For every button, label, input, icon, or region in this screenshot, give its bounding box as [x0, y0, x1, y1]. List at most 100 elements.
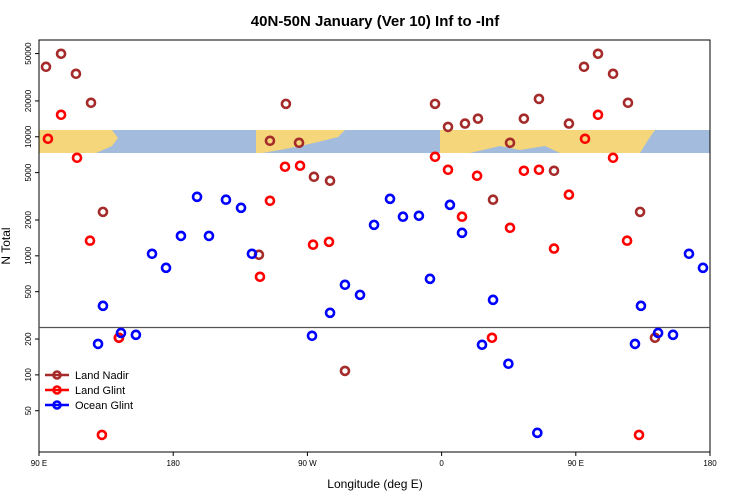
- point: [264, 195, 276, 207]
- point: [307, 239, 319, 251]
- point: [424, 273, 436, 285]
- point: [456, 211, 468, 223]
- point: [459, 118, 471, 129]
- point: [456, 227, 468, 239]
- point: [246, 248, 258, 260]
- point: [42, 133, 54, 145]
- map-strip: [39, 130, 710, 153]
- point: [578, 61, 590, 73]
- point: [85, 97, 97, 109]
- point: [175, 230, 187, 242]
- point: [486, 332, 498, 344]
- point: [504, 137, 516, 149]
- point: [397, 211, 409, 223]
- point: [503, 358, 514, 370]
- x-tick-label: 90 W: [298, 459, 317, 468]
- point: [97, 300, 109, 312]
- point: [476, 339, 488, 351]
- y-tick-label: 20000: [24, 89, 33, 112]
- y-tick-label: 1000: [24, 246, 33, 264]
- land: [256, 130, 345, 153]
- point: [160, 262, 172, 274]
- y-tick-label: 500: [24, 284, 33, 298]
- point: [429, 98, 441, 110]
- point: [235, 202, 247, 214]
- legend-marker: [52, 400, 62, 410]
- point: [115, 327, 127, 339]
- point: [220, 194, 232, 206]
- legend-label: Ocean Glint: [75, 400, 133, 412]
- point: [40, 61, 52, 73]
- point: [548, 165, 560, 177]
- point: [621, 235, 633, 246]
- point: [487, 194, 499, 206]
- y-tick-label: 5000: [24, 163, 33, 181]
- land: [440, 130, 655, 153]
- y-tick-label: 10000: [24, 125, 33, 148]
- point: [130, 329, 142, 341]
- y-tick-label: 50000: [24, 42, 33, 65]
- point: [413, 210, 425, 222]
- point: [548, 243, 560, 254]
- point: [592, 109, 604, 121]
- point: [254, 271, 266, 283]
- x-tick-label: 180: [167, 459, 181, 468]
- chart-title: 40N-50N January (Ver 10) Inf to -Inf: [251, 13, 500, 30]
- point: [191, 191, 203, 203]
- point: [607, 152, 619, 164]
- point: [96, 429, 108, 441]
- point: [429, 151, 441, 163]
- y-tick-label: 50: [24, 406, 33, 415]
- point: [55, 109, 67, 121]
- legend-label: Land Nadir: [75, 370, 129, 382]
- point: [324, 307, 336, 319]
- x-tick-label: 0: [439, 459, 444, 468]
- point: [592, 48, 604, 60]
- point: [279, 161, 291, 173]
- point: [384, 193, 396, 205]
- x-axis-label: Longitude (deg E): [327, 477, 422, 491]
- point: [518, 113, 530, 124]
- point: [697, 262, 709, 274]
- y-tick-label: 100: [24, 368, 33, 382]
- point: [533, 164, 545, 176]
- point: [308, 171, 320, 183]
- point: [294, 160, 306, 172]
- point: [533, 93, 545, 105]
- y-tick-label: 200: [24, 332, 33, 346]
- point: [634, 206, 646, 218]
- point: [635, 300, 647, 312]
- point: [354, 289, 366, 301]
- point: [323, 236, 335, 248]
- point: [579, 133, 591, 145]
- point: [683, 248, 695, 260]
- point: [471, 170, 483, 182]
- legend-marker: [52, 385, 62, 395]
- point: [629, 338, 641, 350]
- point: [70, 68, 82, 80]
- x-tick-label: 90 E: [31, 459, 47, 468]
- point: [518, 165, 530, 177]
- point: [264, 135, 276, 147]
- plot-frame: [38, 39, 711, 453]
- point: [563, 118, 575, 129]
- point: [280, 98, 292, 110]
- legend-marker: [52, 370, 62, 380]
- point: [324, 175, 336, 187]
- x-tick-label: 90 E: [568, 459, 584, 468]
- point: [306, 330, 318, 342]
- point: [442, 164, 454, 176]
- point: [607, 68, 619, 80]
- point: [633, 429, 645, 441]
- point: [71, 152, 83, 164]
- point: [622, 97, 634, 109]
- point: [487, 294, 499, 306]
- point: [84, 235, 96, 246]
- point: [55, 48, 67, 60]
- x-tick-label: 180: [703, 459, 717, 468]
- point: [339, 365, 351, 377]
- point: [442, 121, 454, 133]
- point: [97, 206, 109, 218]
